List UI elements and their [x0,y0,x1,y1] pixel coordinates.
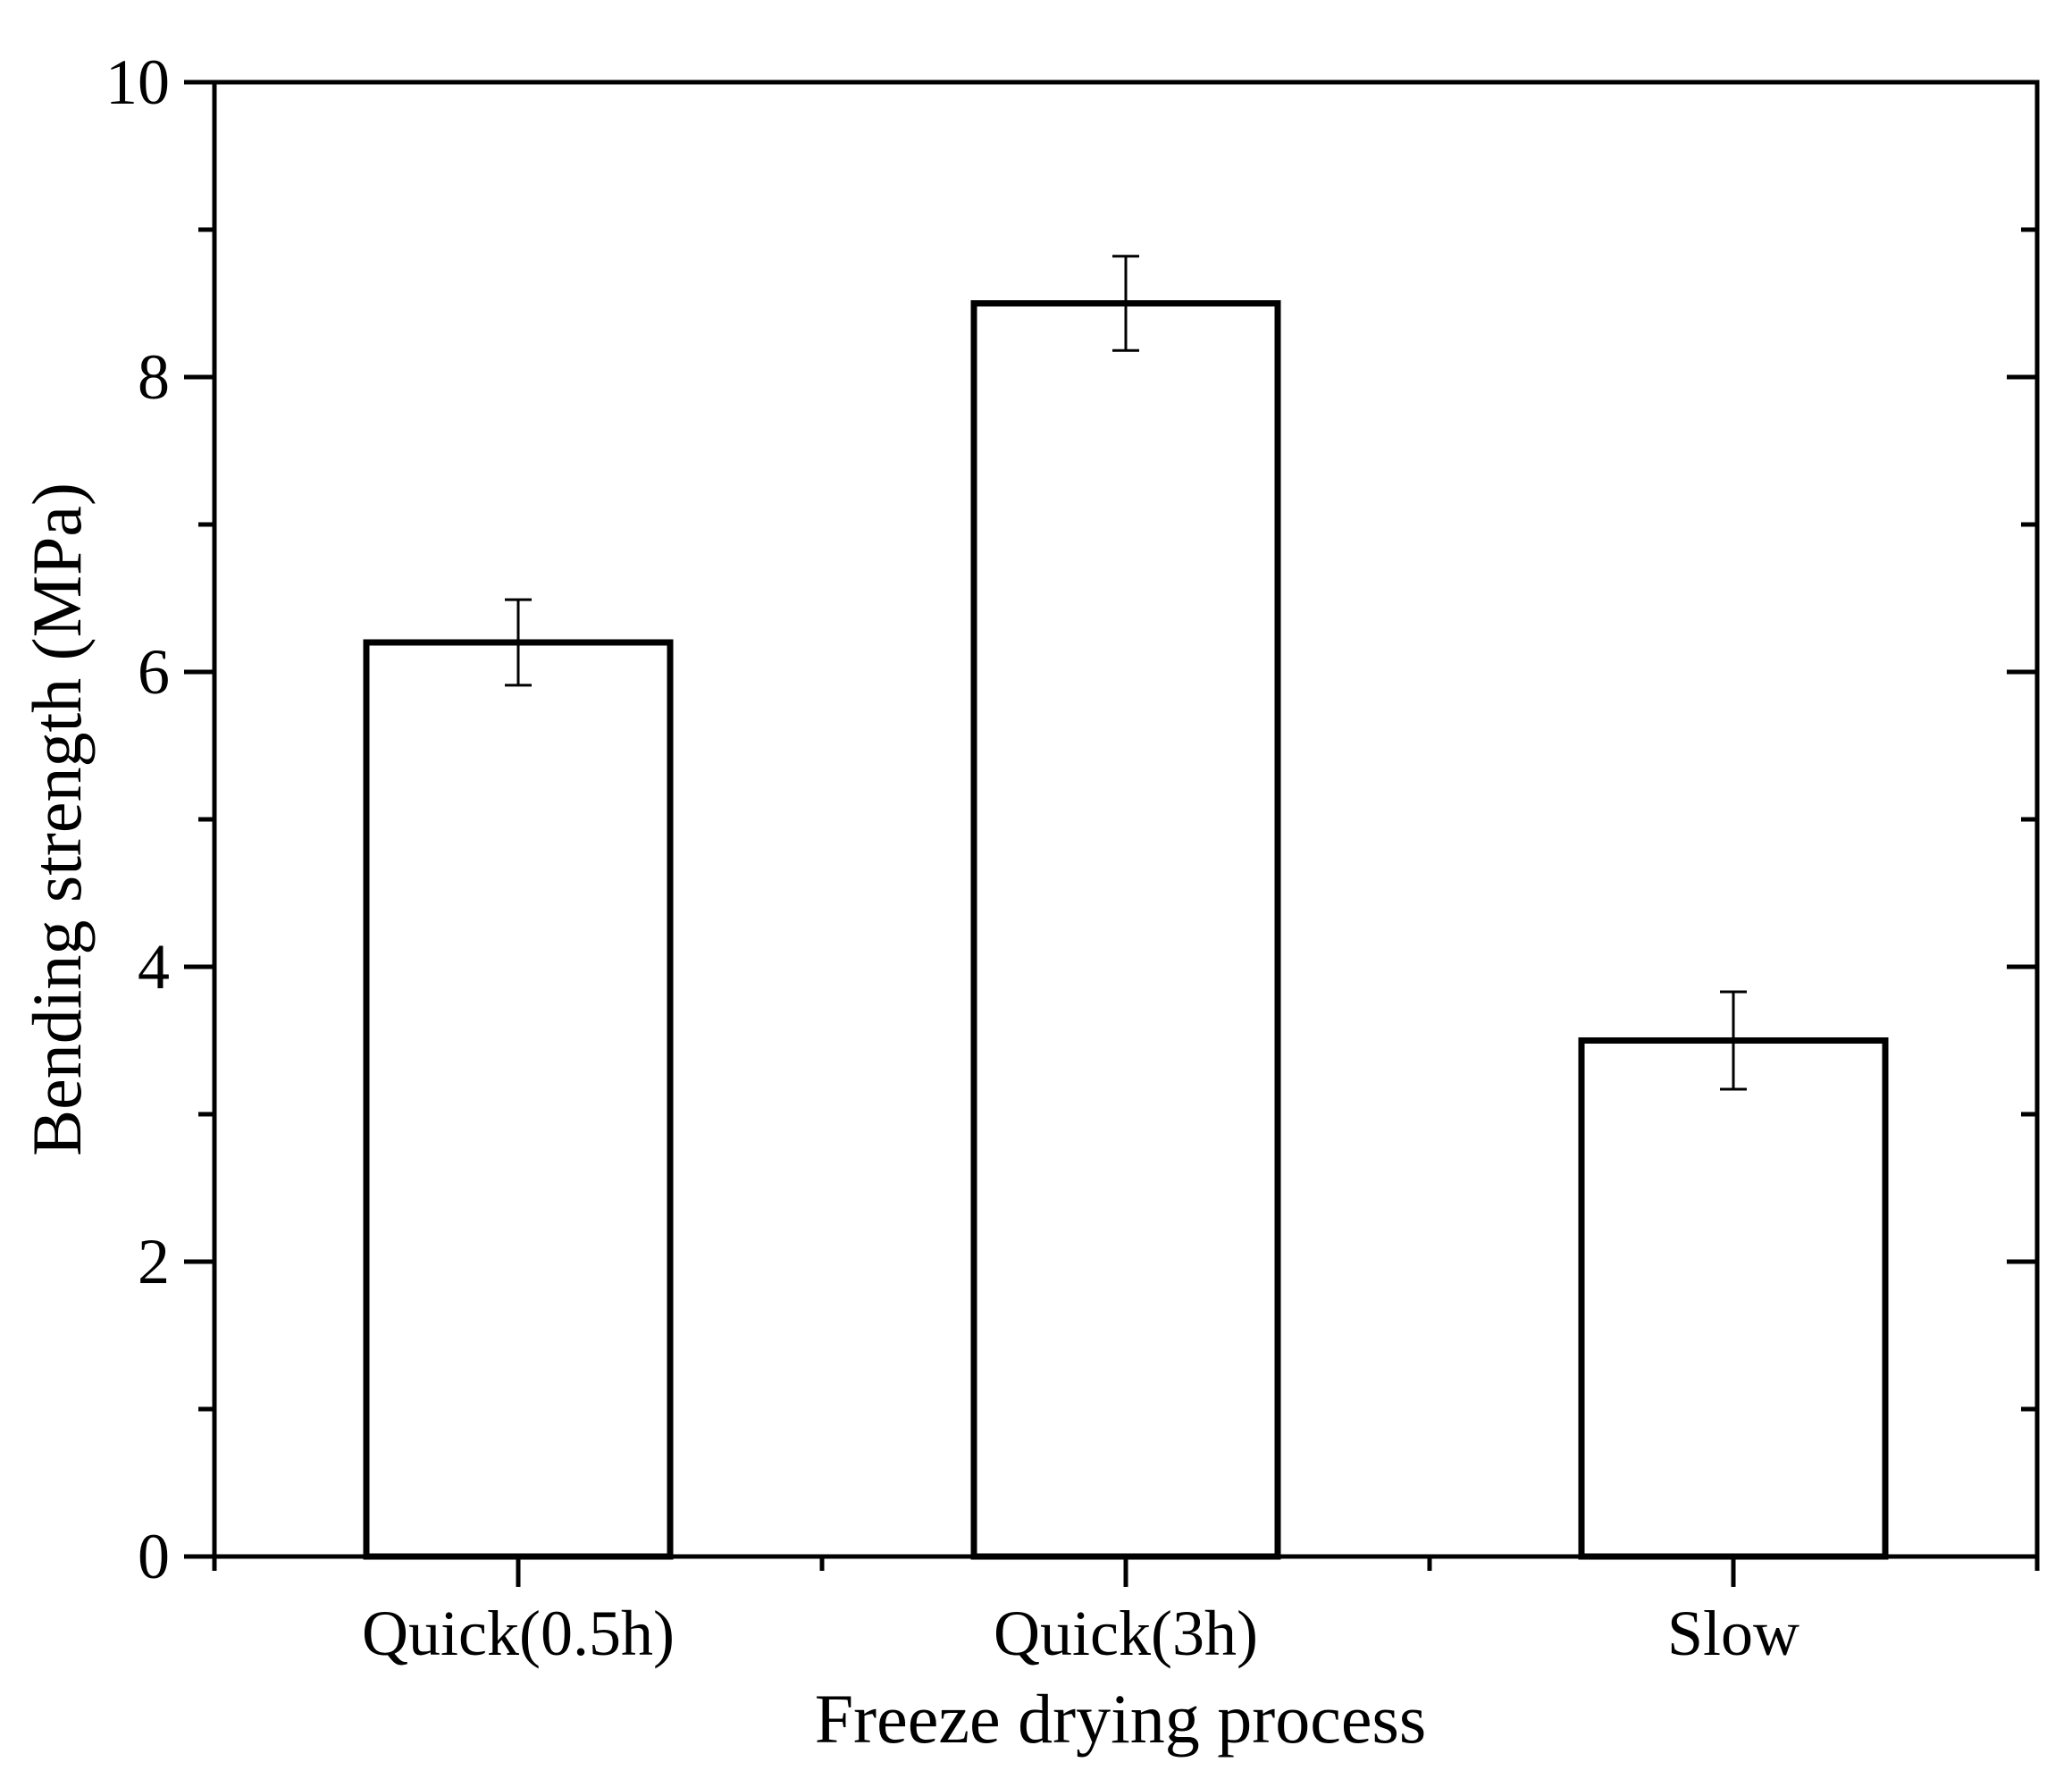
x-tick-label: Quick(3h) [994,1598,1258,1669]
y-tick-label: 4 [138,931,170,1003]
bar-Slow [1578,1037,1889,1560]
y-axis-ticks [184,80,2037,1559]
y-axis-title: Bending strength (MPa) [18,483,96,1156]
x-tick-label: Slow [1667,1598,1799,1669]
x-axis-ticks [212,1557,2040,1587]
x-tick-labels: Quick(0.5h) Quick(3h) Slow [362,1598,1799,1669]
y-tick-label: 10 [105,46,170,118]
x-axis-title: Freeze drying process [815,1680,1426,1758]
y-tick-labels: 0 2 4 6 8 10 [105,46,170,1592]
bar-Quick(0.5h) [363,639,674,1560]
bar-Quick(3h) [970,300,1281,1560]
y-tick-label: 0 [138,1521,170,1592]
y-tick-label: 6 [138,636,170,708]
bars [363,300,1889,1560]
x-tick-label: Quick(0.5h) [362,1598,675,1669]
error-bars [505,255,1747,1091]
y-tick-label: 2 [138,1226,170,1297]
y-tick-label: 8 [138,341,170,413]
